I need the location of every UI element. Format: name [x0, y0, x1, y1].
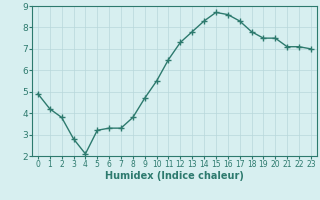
X-axis label: Humidex (Indice chaleur): Humidex (Indice chaleur): [105, 171, 244, 181]
